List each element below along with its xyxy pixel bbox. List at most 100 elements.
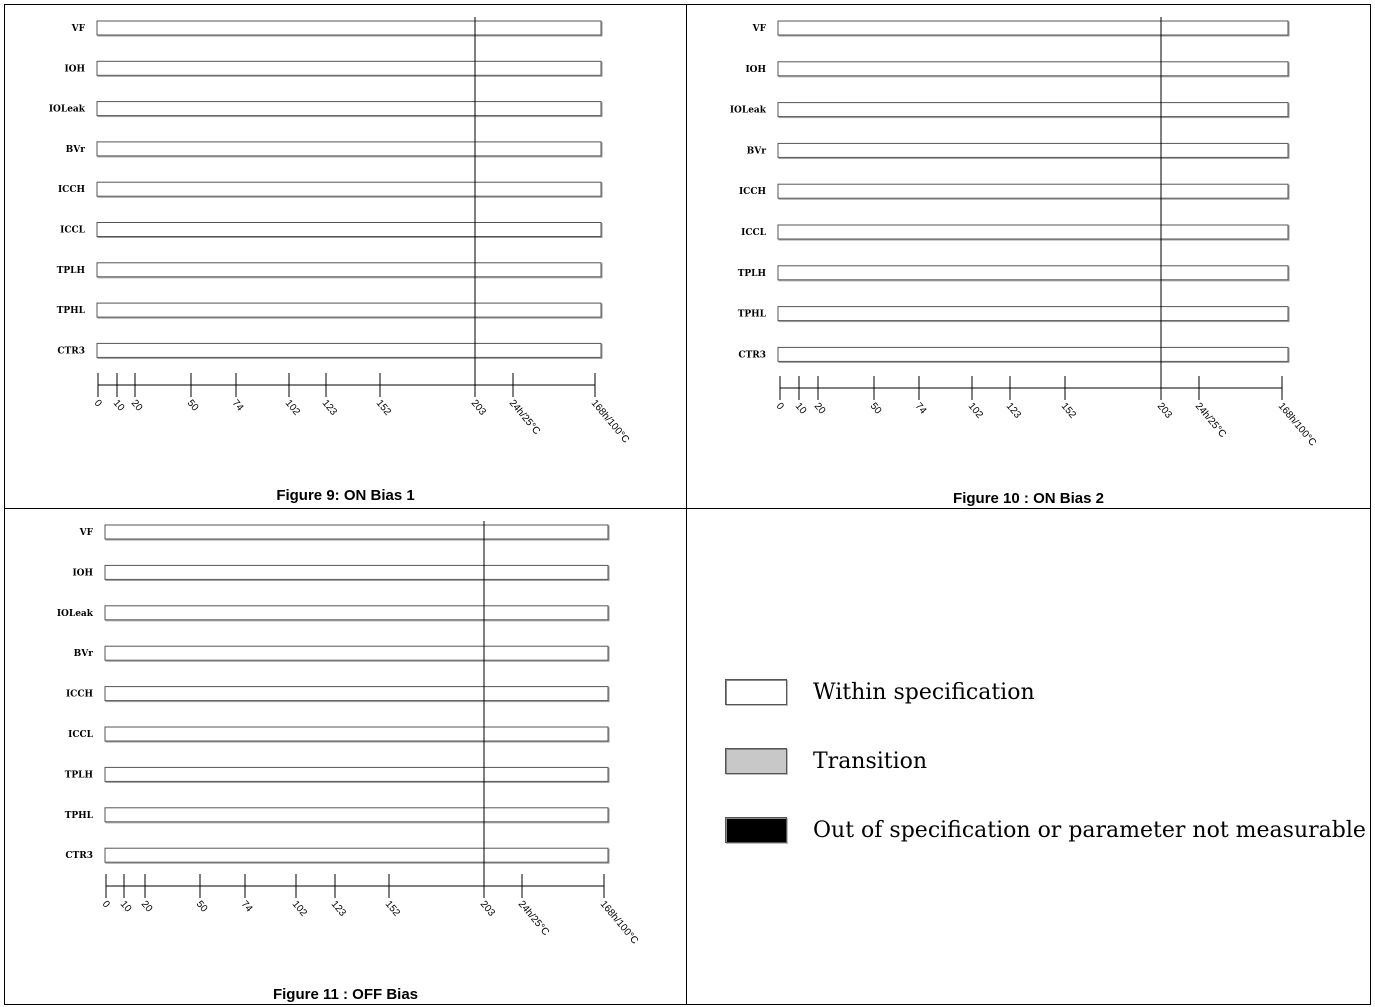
- param-row-ctr3: CTR3: [738, 346, 1290, 363]
- x-tick-label: 10: [118, 899, 134, 915]
- x-tick-label: 24h/25°C: [507, 398, 542, 437]
- status-bar: [777, 306, 1289, 322]
- x-tick-label: 20: [139, 899, 155, 915]
- param-row-tphl: TPHL: [738, 306, 1290, 323]
- figure-9-chart: VF IOH IOLeak BVr ICCH ICCL TPLH TPHL CTR3 0 10 20 5…: [49, 17, 631, 446]
- param-row-bvr: BVr: [747, 142, 1290, 159]
- legend-swatch-out-of-spec: [725, 817, 787, 843]
- status-bar: [96, 141, 602, 157]
- status-bar: [96, 262, 602, 278]
- param-label: IOLeak: [57, 609, 94, 619]
- x-tick-label: 152: [383, 899, 402, 919]
- param-label: ICCL: [68, 730, 94, 740]
- param-row-ioleak: IOLeak: [49, 101, 603, 118]
- x-tick-label: 0: [92, 398, 104, 410]
- x-tick-label: 152: [374, 398, 393, 418]
- x-tick-label: 123: [320, 398, 339, 418]
- x-tick-label: 203: [1155, 401, 1174, 421]
- param-row-ioh: IOH: [72, 564, 610, 581]
- x-tick-label: 152: [1059, 401, 1078, 421]
- param-label: CTR3: [738, 350, 766, 360]
- x-tick-label: 102: [283, 398, 302, 418]
- x-tick-label: 50: [194, 899, 210, 915]
- status-bar: [104, 686, 609, 702]
- param-label: BVr: [66, 145, 86, 155]
- legend-swatch-transition: [725, 748, 787, 774]
- param-label: ICCL: [60, 226, 86, 236]
- param-label: TPHL: [57, 306, 86, 316]
- figure-9-cell: VF IOH IOLeak BVr ICCH ICCL TPLH TPHL CTR3 0 10 20 5…: [4, 4, 687, 509]
- legend-item-transition: Transition: [725, 746, 927, 776]
- param-row-ioh: IOH: [64, 60, 603, 77]
- param-label: ICCH: [66, 690, 94, 700]
- param-label: TPHL: [738, 310, 767, 320]
- status-bar: [777, 102, 1289, 118]
- legend-swatch-within: [725, 679, 787, 705]
- param-row-bvr: BVr: [66, 141, 603, 158]
- param-row-vf: VF: [752, 20, 1290, 37]
- legend-label-within: Within specification: [813, 679, 1035, 705]
- x-tick-label: 102: [966, 401, 985, 421]
- param-label: VF: [71, 24, 86, 34]
- x-tick-label: 123: [1004, 401, 1023, 421]
- param-label: TPLH: [738, 269, 767, 279]
- param-label: BVr: [74, 649, 94, 659]
- x-tick-label: 123: [329, 899, 348, 919]
- status-bar: [777, 20, 1289, 36]
- x-tick-label: 168h/100°C: [589, 398, 631, 446]
- param-row-ctr3: CTR3: [57, 342, 603, 359]
- status-bar: [104, 524, 609, 540]
- figure-10-caption: Figure 10 : ON Bias 2: [953, 490, 1104, 507]
- legend-label-transition: Transition: [813, 748, 928, 774]
- param-row-ctr3: CTR3: [65, 847, 610, 864]
- param-row-tphl: TPHL: [57, 302, 603, 319]
- param-row-bvr: BVr: [74, 645, 610, 662]
- param-row-ioh: IOH: [745, 61, 1290, 78]
- param-label: IOH: [745, 65, 766, 75]
- status-bar: [96, 20, 602, 36]
- figure-11-cell: VF IOH IOLeak BVr ICCH ICCL TPLH TPHL CTR3 0 10 20 5…: [4, 508, 687, 1005]
- status-bar: [104, 726, 609, 742]
- param-row-iccl: ICCL: [741, 224, 1290, 241]
- param-label: ICCH: [739, 187, 767, 197]
- x-tick-label: 20: [812, 401, 828, 417]
- param-label: CTR3: [65, 851, 93, 861]
- param-label: IOLeak: [730, 106, 767, 116]
- status-bar: [777, 142, 1289, 158]
- figure-11-chart: VF IOH IOLeak BVr ICCH ICCL TPLH TPHL CTR3 0 10 20 5…: [57, 521, 640, 946]
- status-bar: [96, 342, 602, 358]
- x-tick-label: 168h/100°C: [1276, 401, 1318, 449]
- param-row-iccl: ICCL: [60, 222, 603, 238]
- param-label: BVr: [747, 146, 767, 156]
- x-tick-label: 74: [913, 401, 929, 417]
- x-tick-label: 74: [239, 899, 255, 915]
- param-label: ICCL: [741, 228, 767, 238]
- legend-item-within: Within specification: [725, 677, 1035, 707]
- x-tick-label: 24h/25°C: [516, 899, 551, 938]
- param-label: IOH: [64, 64, 85, 74]
- legend-label-out-of-spec: Out of specification or parameter not me…: [813, 817, 1366, 843]
- status-bar: [96, 60, 602, 76]
- status-bar: [104, 605, 609, 621]
- param-label: TPLH: [65, 770, 94, 780]
- param-label: CTR3: [57, 346, 85, 356]
- status-bar: [104, 807, 609, 823]
- status-bar: [96, 181, 602, 197]
- param-label: VF: [79, 528, 94, 538]
- x-tick-label: 74: [230, 398, 246, 414]
- param-label: IOLeak: [49, 105, 86, 115]
- param-label: ICCH: [58, 185, 86, 195]
- param-row-tplh: TPLH: [65, 766, 610, 783]
- status-bar: [96, 101, 602, 117]
- status-bar: [777, 265, 1289, 281]
- status-bar: [777, 346, 1289, 362]
- x-tick-label: 24h/25°C: [1193, 401, 1228, 440]
- param-label: IOH: [72, 568, 93, 578]
- x-tick-label: 0: [100, 899, 112, 911]
- param-row-vf: VF: [79, 524, 610, 541]
- figure-11-caption: Figure 11 : OFF Bias: [272, 986, 419, 1003]
- figure-9-caption: Figure 9: ON Bias 1: [276, 487, 415, 504]
- status-bar: [777, 183, 1289, 199]
- status-bar: [104, 564, 609, 580]
- figure-10-cell: VF IOH IOLeak BVr ICCH ICCL TPLH TPHL CTR3 0 10 20 5…: [686, 4, 1371, 509]
